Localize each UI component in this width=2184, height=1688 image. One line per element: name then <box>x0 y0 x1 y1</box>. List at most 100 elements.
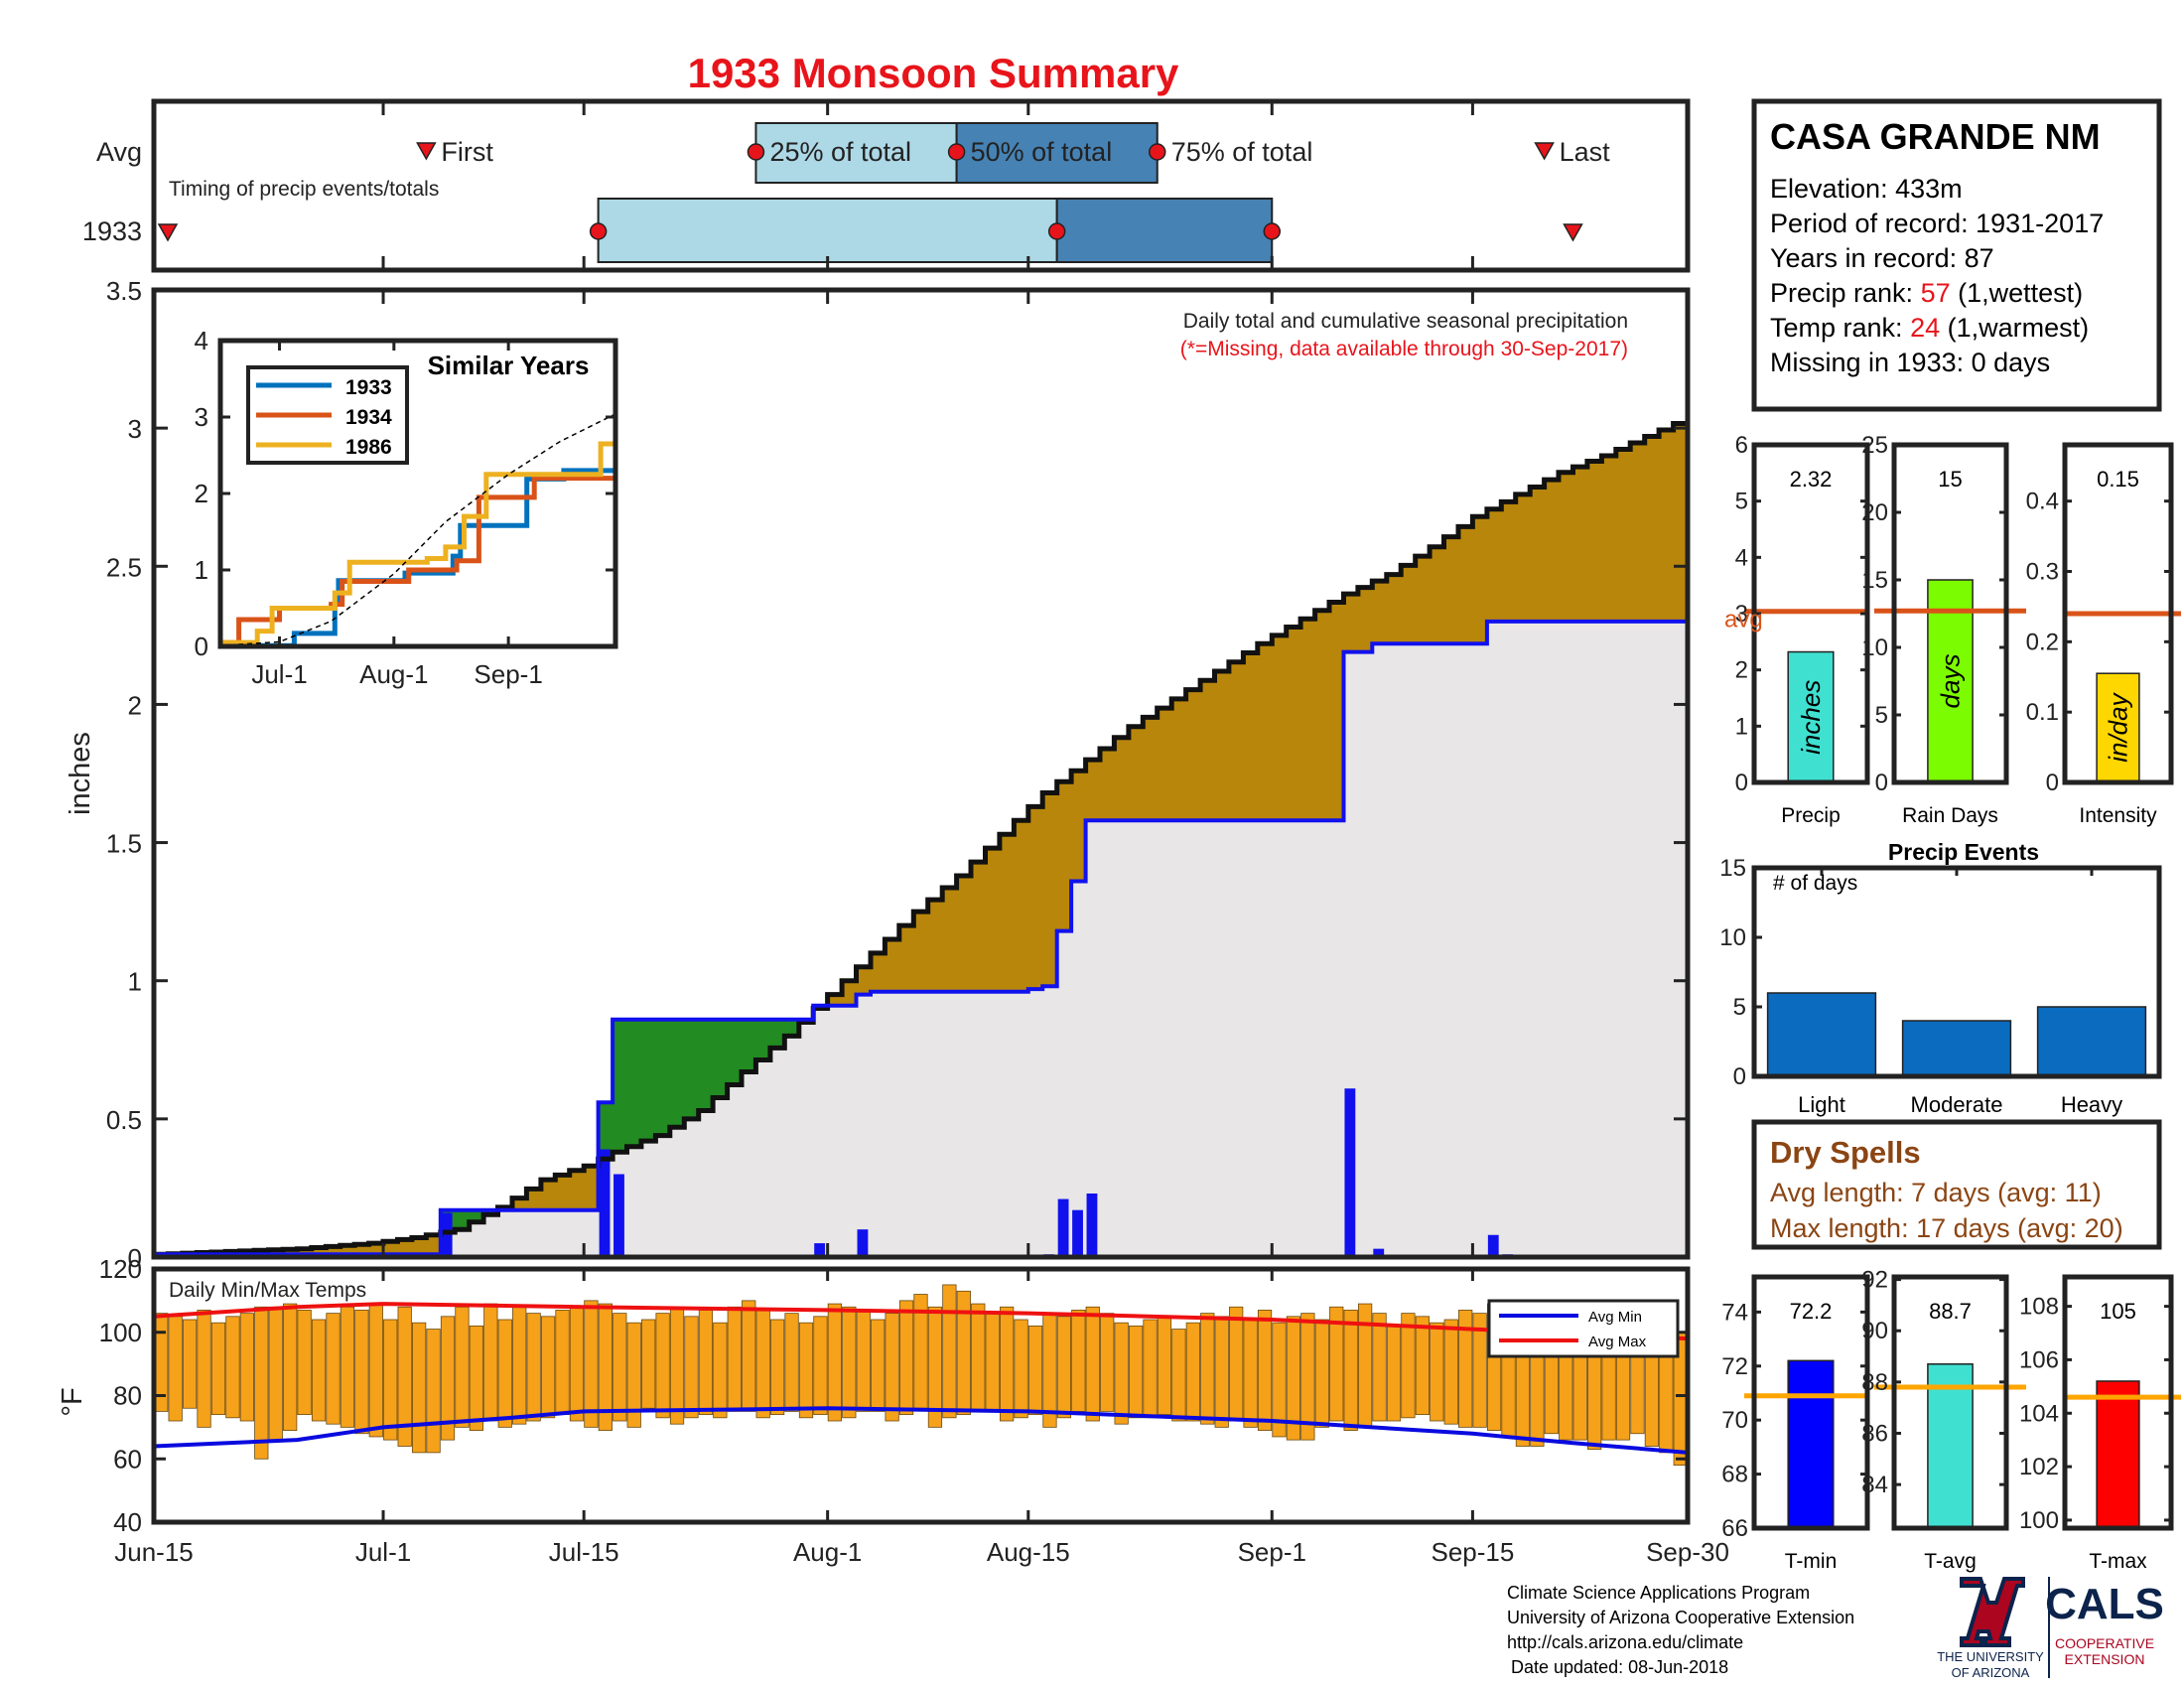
temp-range-bar-1 <box>168 1316 183 1422</box>
inset-xtick-label-2: Sep-1 <box>474 659 542 689</box>
footer-line-1: Climate Science Applications Program <box>1507 1583 1810 1603</box>
temp-ytick-label-1: 60 <box>113 1444 142 1474</box>
avg-min-temp-line <box>153 1406 1689 1455</box>
event-ytick-label-2: 10 <box>1719 924 1746 951</box>
inset-legend: 1933 1934 1986 <box>246 365 409 465</box>
temp-ytick-label-3: 100 <box>99 1318 142 1347</box>
temp-range-bar-52 <box>898 1300 914 1416</box>
precip-chart-category: Precip <box>1781 804 1841 827</box>
daily-precip-bar-1 <box>599 1149 611 1257</box>
station-name: CASA GRANDE NM <box>1770 116 2101 157</box>
precip-chart-ytick-label-3: 3 <box>1735 601 1748 628</box>
temp-range-bar-22 <box>469 1325 484 1431</box>
temp-range-bar-26 <box>526 1313 541 1422</box>
timing-row-year: 1933 <box>82 216 142 246</box>
temp-range-bar-43 <box>769 1319 785 1416</box>
precip-chart-avg-label: avg <box>1724 607 1763 633</box>
temp-range-bar-73 <box>1200 1313 1215 1425</box>
main-ytick-label-7: 3.5 <box>106 276 142 306</box>
temp-range-bar-60 <box>1014 1319 1028 1419</box>
xtick-label-5: Sep-1 <box>1238 1537 1306 1567</box>
tmax-chart-bar <box>2096 1380 2140 1529</box>
tmax-chart-ytick-label-1: 102 <box>2019 1454 2059 1480</box>
temp-range-bar-59 <box>1000 1306 1015 1422</box>
rain-days-chart-bar <box>1927 579 1974 783</box>
temp-range-bar-65 <box>1085 1306 1100 1422</box>
tmin-chart-value: 72.2 <box>1790 1299 1833 1324</box>
temp-frame <box>151 1266 1691 1525</box>
small-stat-charts: 0 1 2 3 4 5 6 2.32 Precip inches avg 0 5 10 15 20 25 15 Ra… <box>1721 432 2181 1573</box>
temp-range-bar-24 <box>497 1319 512 1428</box>
event-category-0: Light <box>1798 1092 1845 1117</box>
temp-range-bar-29 <box>569 1306 585 1422</box>
temp-range-bar-10 <box>297 1310 312 1416</box>
temp-range-bar-25 <box>512 1306 527 1425</box>
tavg-chart-category: T-avg <box>1924 1550 1977 1573</box>
x-axis-labels: Jun-15 Jul-1 Jul-15 Aug-1 Aug-15 Sep-1 Sep-15 S… <box>114 1537 1729 1567</box>
timing-first-label: First <box>441 137 493 167</box>
tavg-chart-ytick-label-0: 84 <box>1861 1472 1888 1498</box>
temp-range-bar-28 <box>555 1310 570 1416</box>
tavg-chart: 84 86 88 90 92 88.7 T-avg <box>1861 1267 2026 1573</box>
rain-days-chart: 0 5 10 15 20 25 15 Rain Days days <box>1861 432 2026 827</box>
event-bar-heavy <box>2036 1006 2147 1077</box>
station-missing: Missing in 1933: 0 days <box>1770 348 2050 377</box>
dry-spells-box: Dry Spells Avg length: 7 days (avg: 11) … <box>1751 1119 2162 1250</box>
figure-title: 1933 Monsoon Summary <box>688 50 1179 96</box>
xtick-label-4: Aug-15 <box>987 1537 1070 1567</box>
temp-range-bar-13 <box>340 1306 355 1428</box>
avg-p50-marker <box>947 143 966 161</box>
inset-ytick-label-4: 4 <box>195 326 208 355</box>
temp-range-bar-82 <box>1329 1306 1344 1422</box>
temp-ytick-label-4: 120 <box>99 1254 142 1284</box>
event-ytick-label-1: 5 <box>1733 994 1746 1021</box>
tavg-chart-ytick-label-3: 90 <box>1861 1318 1888 1344</box>
temp-range-bar-23 <box>483 1303 498 1422</box>
year-p50-marker <box>1047 222 1066 240</box>
temp-range-bar-61 <box>1027 1325 1043 1416</box>
daily-precip-bar-11 <box>1487 1234 1499 1257</box>
rain-days-chart-ytick-label-4: 20 <box>1861 499 1888 526</box>
temp-range-bar-69 <box>1143 1319 1158 1419</box>
xtick-label-3: Aug-1 <box>793 1537 862 1567</box>
temp-range-bar-87 <box>1401 1313 1416 1419</box>
year-q2-box <box>1055 198 1274 263</box>
temp-range-bar-56 <box>956 1290 971 1416</box>
tmax-chart-ytick-label-2: 104 <box>2019 1400 2059 1427</box>
rain-days-chart-ytick-label-2: 10 <box>1861 634 1888 661</box>
temp-range-bar-63 <box>1056 1316 1072 1419</box>
events-annotation: # of days <box>1773 872 1857 895</box>
precip-chart: 0 1 2 3 4 5 6 2.32 Precip inches avg <box>1724 432 1870 827</box>
temp-range-bar-46 <box>813 1316 828 1416</box>
temp-range-bar-19 <box>426 1329 441 1454</box>
precip-chart-ytick-label-0: 0 <box>1735 770 1748 796</box>
timing-frame <box>151 98 1691 273</box>
temp-range-bar-80 <box>1300 1313 1315 1441</box>
daily-precip-bar-3 <box>814 1243 826 1257</box>
cals-subtitle-line-2: EXTENSION <box>2065 1651 2145 1667</box>
event-bar-moderate <box>1901 1020 2012 1077</box>
footer-line-2: University of Arizona Cooperative Extens… <box>1507 1608 1854 1627</box>
legend-label-1986: 1986 <box>345 436 392 459</box>
tavg-chart-bar <box>1927 1363 1974 1529</box>
tmax-chart-ytick-label-4: 108 <box>2019 1294 2059 1321</box>
tavg-chart-value: 88.7 <box>1929 1299 1972 1324</box>
temp-range-bar-92 <box>1472 1313 1487 1428</box>
ua-wordmark-line-1: THE UNIVERSITY <box>1937 1649 2044 1664</box>
tmax-chart-frame <box>2062 1274 2174 1531</box>
station-period: Period of record: 1931-2017 <box>1770 209 2104 238</box>
tmin-chart-category: T-min <box>1785 1550 1838 1573</box>
temp-range-bar-76 <box>1243 1319 1258 1428</box>
temp-range-bar-27 <box>540 1316 556 1419</box>
tmax-chart-ytick-label-0: 100 <box>2019 1507 2059 1534</box>
temp-range-bar-7 <box>254 1306 269 1460</box>
year-last-marker-icon <box>1563 223 1583 242</box>
legend-label-avg-max: Avg Max <box>1588 1334 1647 1350</box>
main-plot-area <box>154 417 1691 1257</box>
temp-range-bar-30 <box>584 1300 599 1428</box>
inset-frame <box>217 338 618 649</box>
intensity-chart: 0 0.1 0.2 0.3 0.4 0.15 Intensity in/day <box>2026 442 2181 827</box>
temp-range-bar-49 <box>856 1310 871 1412</box>
timing-p50-label: 50% of total <box>971 137 1113 167</box>
legend-label-1934: 1934 <box>345 406 392 429</box>
